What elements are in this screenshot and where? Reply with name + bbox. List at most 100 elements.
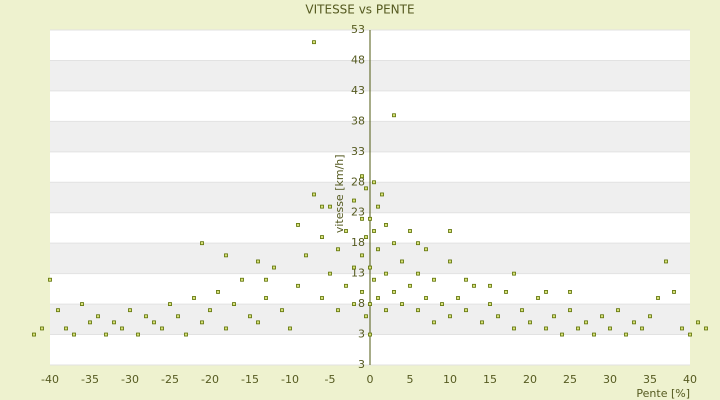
point bbox=[64, 326, 68, 331]
point bbox=[360, 174, 364, 179]
point bbox=[568, 308, 572, 313]
point bbox=[368, 216, 372, 221]
point bbox=[480, 320, 484, 325]
point bbox=[448, 259, 452, 264]
point bbox=[200, 241, 204, 246]
point bbox=[392, 113, 396, 118]
point bbox=[96, 314, 100, 319]
point bbox=[400, 259, 404, 264]
point bbox=[144, 314, 148, 319]
y-tick-label: 53 bbox=[351, 23, 365, 36]
point bbox=[464, 277, 468, 282]
point bbox=[408, 283, 412, 288]
point bbox=[416, 308, 420, 313]
point bbox=[600, 314, 604, 319]
point bbox=[440, 302, 444, 306]
point bbox=[384, 223, 388, 227]
point bbox=[320, 235, 324, 239]
x-tick-label: -35 bbox=[81, 373, 99, 386]
point bbox=[72, 332, 76, 337]
point bbox=[224, 326, 228, 331]
point bbox=[376, 247, 380, 252]
point bbox=[352, 302, 356, 306]
point bbox=[392, 290, 396, 294]
point bbox=[232, 302, 236, 306]
y-tick-label: 38 bbox=[351, 114, 365, 127]
point bbox=[488, 302, 492, 306]
point bbox=[336, 308, 340, 313]
point bbox=[272, 265, 276, 270]
point bbox=[624, 332, 628, 337]
point bbox=[632, 320, 636, 325]
point bbox=[160, 326, 164, 331]
y-tick-label: 43 bbox=[351, 84, 365, 97]
point bbox=[328, 271, 332, 276]
point bbox=[416, 271, 420, 276]
y-axis-title: vitesse [km/h] bbox=[333, 154, 346, 233]
point bbox=[152, 320, 156, 325]
point bbox=[592, 332, 596, 337]
point bbox=[576, 326, 580, 331]
point bbox=[648, 314, 652, 319]
x-tick-label: 5 bbox=[407, 373, 414, 386]
y-tick-label: 23 bbox=[351, 206, 365, 219]
y-tick-label: 33 bbox=[351, 145, 365, 158]
x-tick-label: -30 bbox=[121, 373, 139, 386]
point bbox=[392, 241, 396, 246]
point bbox=[360, 253, 364, 258]
point bbox=[608, 326, 612, 331]
point bbox=[344, 229, 348, 233]
point bbox=[584, 320, 588, 325]
point bbox=[376, 204, 380, 209]
point bbox=[432, 277, 436, 282]
point bbox=[364, 186, 368, 191]
point bbox=[248, 314, 252, 319]
point bbox=[544, 290, 548, 294]
point bbox=[656, 296, 660, 300]
point bbox=[464, 308, 468, 313]
point bbox=[544, 326, 548, 331]
point bbox=[208, 308, 212, 313]
point bbox=[296, 283, 300, 288]
point bbox=[296, 223, 300, 227]
point bbox=[304, 253, 308, 258]
point bbox=[360, 290, 364, 294]
y-tick-label: 28 bbox=[351, 175, 365, 188]
x-tick-label: -40 bbox=[41, 373, 59, 386]
point bbox=[560, 332, 564, 337]
point bbox=[372, 277, 376, 282]
point bbox=[168, 302, 172, 306]
point bbox=[184, 332, 188, 337]
point bbox=[320, 204, 324, 209]
x-tick-label: 25 bbox=[563, 373, 577, 386]
x-tick-label: 30 bbox=[603, 373, 617, 386]
point bbox=[512, 271, 516, 276]
point bbox=[688, 332, 692, 337]
x-tick-label: 35 bbox=[643, 373, 657, 386]
point bbox=[568, 290, 572, 294]
point bbox=[128, 308, 132, 313]
y-tick-label: 13 bbox=[351, 267, 365, 280]
point bbox=[504, 290, 508, 294]
point bbox=[40, 326, 44, 331]
point bbox=[424, 247, 428, 252]
y-tick-label: 48 bbox=[351, 53, 365, 66]
point bbox=[520, 308, 524, 313]
x-tick-label: -25 bbox=[161, 373, 179, 386]
point bbox=[360, 216, 364, 221]
point bbox=[80, 302, 84, 306]
point bbox=[616, 308, 620, 313]
point bbox=[640, 326, 644, 331]
point bbox=[372, 180, 376, 185]
point bbox=[364, 235, 368, 239]
point bbox=[280, 308, 284, 313]
x-tick-label: -20 bbox=[201, 373, 219, 386]
point bbox=[192, 296, 196, 300]
x-tick-label: 40 bbox=[683, 373, 697, 386]
point bbox=[48, 277, 52, 282]
point bbox=[328, 204, 332, 209]
point bbox=[32, 332, 36, 337]
point bbox=[352, 265, 356, 270]
x-tick-label: 20 bbox=[523, 373, 537, 386]
